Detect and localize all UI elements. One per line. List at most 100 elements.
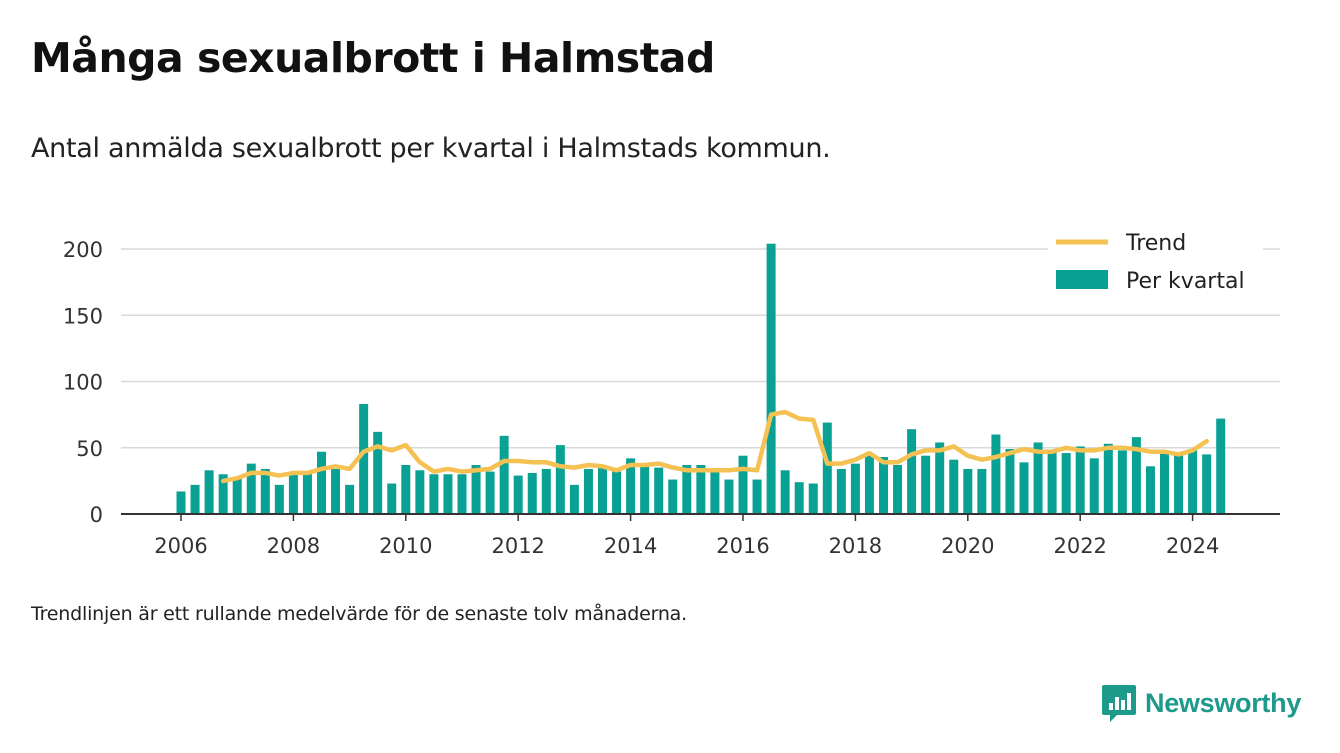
bar-2013-Q1 bbox=[569, 484, 579, 514]
bar-2021-Q1 bbox=[1019, 462, 1029, 514]
bar-2013-Q3 bbox=[598, 466, 607, 514]
bar-2008-Q1 bbox=[288, 471, 298, 514]
bar-2015-Q3 bbox=[710, 470, 720, 514]
bar-2007-Q3 bbox=[260, 468, 270, 514]
bar-2019-Q1 bbox=[907, 429, 917, 514]
bar-2020-Q2 bbox=[977, 468, 987, 514]
bar-2016-Q4 bbox=[780, 470, 790, 514]
x-tick-label-2012: 2012 bbox=[491, 534, 544, 558]
bar-2018-Q2 bbox=[864, 455, 874, 514]
bar-2010-Q1 bbox=[401, 464, 411, 514]
bar-2012-Q2 bbox=[527, 472, 537, 514]
bar-2011-Q4 bbox=[499, 435, 509, 514]
chart-title: Många sexualbrott i Halmstad bbox=[31, 34, 715, 82]
bar-2010-Q2 bbox=[415, 470, 425, 514]
y-tick-label-200: 200 bbox=[63, 238, 103, 262]
newsworthy-chart-bubble-icon bbox=[1102, 685, 1136, 722]
legend-bar-label: Per kvartal bbox=[1126, 269, 1245, 294]
legend: Trend Per kvartal bbox=[1048, 226, 1263, 302]
x-tick-label-2006: 2006 bbox=[154, 534, 207, 558]
bar-2020-Q1 bbox=[963, 468, 973, 514]
bar-2010-Q3 bbox=[429, 474, 439, 514]
bar-2017-Q4 bbox=[836, 468, 846, 514]
line-series-trend bbox=[220, 409, 1209, 484]
bar-2023-Q2 bbox=[1145, 466, 1155, 514]
legend-bar-swatch bbox=[1056, 270, 1108, 289]
bar-2021-Q2 bbox=[1033, 442, 1043, 514]
x-tick-label-2020: 2020 bbox=[941, 534, 994, 558]
bar-2011-Q3 bbox=[485, 471, 495, 514]
bar-2006-Q3 bbox=[204, 470, 214, 514]
bar-2015-Q1 bbox=[682, 464, 692, 514]
y-tick-label-50: 50 bbox=[76, 437, 103, 461]
bar-2024-Q3 bbox=[1216, 418, 1226, 514]
x-tick-label-2008: 2008 bbox=[267, 534, 320, 558]
bar-2020-Q4 bbox=[1005, 449, 1015, 514]
bar-2007-Q2 bbox=[246, 463, 256, 514]
y-tick-label-100: 100 bbox=[63, 371, 103, 395]
legend-trend-label: Trend bbox=[1125, 231, 1186, 256]
bar-2010-Q4 bbox=[443, 474, 453, 514]
bar-2016-Q1 bbox=[738, 455, 748, 514]
bar-2011-Q1 bbox=[457, 474, 467, 514]
bar-2019-Q4 bbox=[949, 459, 959, 514]
bar-2023-Q1 bbox=[1131, 437, 1141, 514]
x-tick-label-2018: 2018 bbox=[829, 534, 882, 558]
bar-2013-Q4 bbox=[612, 471, 622, 514]
x-tick-label-2024: 2024 bbox=[1166, 534, 1219, 558]
chart-footnote: Trendlinjen är ett rullande medelvärde f… bbox=[31, 603, 687, 625]
bar-2014-Q4 bbox=[668, 479, 678, 514]
bar-series-per-kvartal bbox=[176, 243, 1226, 514]
x-tick-label-2014: 2014 bbox=[604, 534, 657, 558]
x-tick-label-2022: 2022 bbox=[1053, 534, 1106, 558]
bar-2024-Q2 bbox=[1202, 454, 1212, 514]
bar-2009-Q1 bbox=[345, 484, 355, 514]
legend-background bbox=[1048, 226, 1263, 302]
bar-2022-Q1 bbox=[1075, 446, 1085, 514]
trend-line bbox=[220, 409, 1209, 484]
bar-2018-Q3 bbox=[879, 457, 888, 514]
bar-2015-Q2 bbox=[696, 464, 706, 514]
newsworthy-logo: Newsworthy bbox=[1101, 682, 1301, 724]
bar-2011-Q2 bbox=[471, 464, 481, 514]
bar-2022-Q4 bbox=[1117, 450, 1127, 514]
bar-2023-Q3 bbox=[1160, 451, 1169, 514]
bar-2012-Q3 bbox=[541, 468, 551, 514]
bar-2006-Q4 bbox=[218, 474, 228, 514]
bar-2006-Q1 bbox=[176, 491, 186, 514]
bar-2021-Q4 bbox=[1061, 453, 1071, 514]
bar-2014-Q2 bbox=[640, 463, 650, 514]
bar-2017-Q2 bbox=[808, 483, 818, 514]
chart: 0 50 100 150 200 2006 2008 2010 2012 2014 2016 2018… bbox=[62, 226, 1280, 558]
y-tick-label-150: 150 bbox=[63, 304, 103, 328]
bar-2015-Q4 bbox=[724, 479, 734, 514]
y-tick-label-0: 0 bbox=[90, 503, 103, 527]
bar-2008-Q2 bbox=[302, 471, 312, 514]
bar-2018-Q1 bbox=[850, 463, 860, 514]
x-tick-label-2010: 2010 bbox=[379, 534, 432, 558]
bar-2007-Q1 bbox=[232, 478, 242, 514]
bar-2019-Q3 bbox=[935, 442, 945, 514]
bar-2016-Q2 bbox=[752, 479, 762, 514]
bar-2009-Q3 bbox=[373, 431, 383, 514]
bar-2013-Q2 bbox=[583, 468, 593, 514]
bar-2023-Q4 bbox=[1174, 453, 1184, 514]
axes: 0 50 100 150 200 2006 2008 2010 2012 2014 2016 2018… bbox=[63, 238, 1280, 558]
bar-2012-Q4 bbox=[555, 445, 565, 514]
bar-2009-Q4 bbox=[387, 483, 397, 514]
bar-2006-Q2 bbox=[190, 484, 200, 514]
chart-subtitle: Antal anmälda sexualbrott per kvartal i … bbox=[31, 133, 831, 164]
bar-2009-Q2 bbox=[359, 404, 369, 514]
bar-2021-Q3 bbox=[1047, 451, 1057, 514]
newsworthy-wordmark: Newsworthy bbox=[1145, 687, 1302, 718]
x-tick-label-2016: 2016 bbox=[716, 534, 769, 558]
bar-2012-Q1 bbox=[513, 475, 523, 514]
bar-2020-Q3 bbox=[991, 434, 1001, 514]
bar-2007-Q4 bbox=[274, 484, 284, 514]
bar-2022-Q2 bbox=[1089, 458, 1099, 514]
bar-2008-Q3 bbox=[317, 451, 326, 514]
bar-2014-Q1 bbox=[626, 458, 636, 514]
bar-2017-Q1 bbox=[794, 482, 804, 514]
bar-2018-Q4 bbox=[893, 464, 903, 514]
bar-2017-Q3 bbox=[822, 422, 832, 514]
